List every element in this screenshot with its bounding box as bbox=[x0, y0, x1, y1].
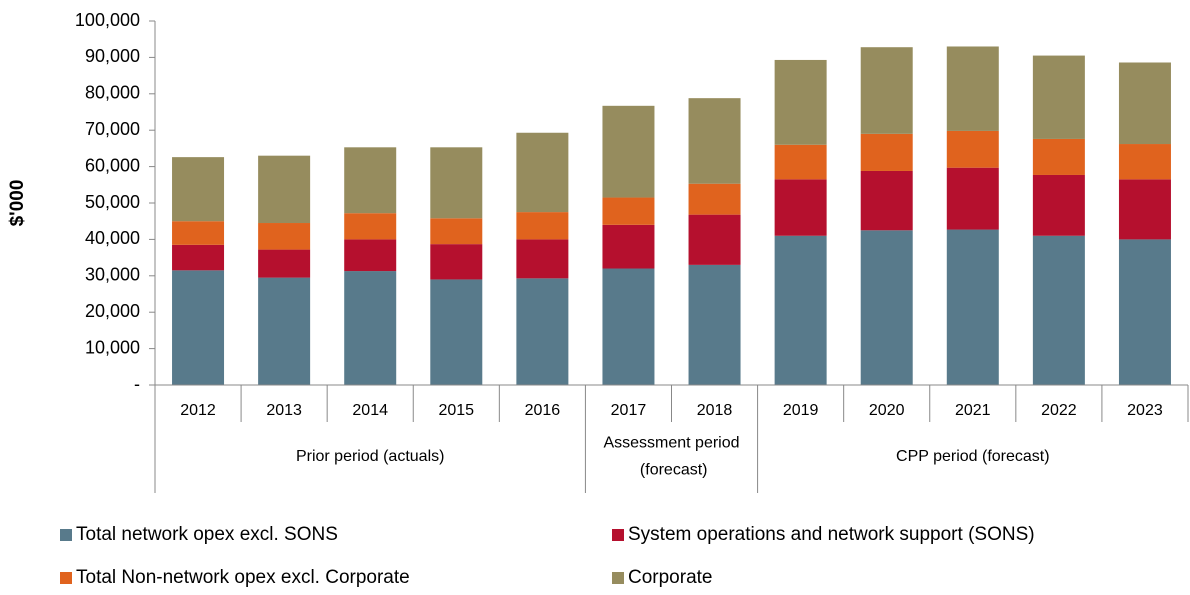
y-tick-label: 50,000 bbox=[85, 192, 140, 212]
bar-segment bbox=[172, 244, 225, 271]
bar-segment bbox=[1032, 138, 1085, 175]
bar-segment bbox=[1032, 235, 1085, 385]
bar-segment bbox=[516, 239, 569, 279]
bar-segment bbox=[1032, 174, 1085, 236]
bar-segment bbox=[774, 235, 827, 385]
legend-label: Corporate bbox=[628, 567, 713, 588]
y-tick-label: 90,000 bbox=[85, 46, 140, 66]
bar-segment bbox=[1118, 62, 1171, 145]
bar-segment bbox=[516, 212, 569, 240]
bar-segment bbox=[688, 264, 741, 385]
x-tick-label: 2021 bbox=[955, 402, 991, 419]
bar-segment bbox=[860, 133, 913, 171]
bar-segment bbox=[258, 277, 311, 385]
legend-label: System operations and network support (S… bbox=[628, 524, 1035, 545]
x-tick-label: 2015 bbox=[438, 402, 474, 419]
bar-segment bbox=[430, 279, 483, 385]
legend-label: Total Non-network opex excl. Corporate bbox=[76, 567, 410, 588]
bar-segment bbox=[946, 130, 999, 168]
bar-segment bbox=[946, 46, 999, 131]
bar-segment bbox=[602, 224, 655, 269]
y-tick-label: 60,000 bbox=[85, 155, 140, 175]
bar-segment bbox=[430, 244, 483, 280]
bar-segment bbox=[1118, 144, 1171, 180]
bar-segment bbox=[774, 59, 827, 145]
bar-segment bbox=[860, 230, 913, 385]
y-tick-label: 20,000 bbox=[85, 301, 140, 321]
bar-segment bbox=[860, 47, 913, 134]
group-label: Assessment period (forecast) bbox=[603, 435, 739, 479]
bar-segment bbox=[258, 155, 311, 224]
bar-segment bbox=[688, 98, 741, 184]
legend-swatch bbox=[612, 572, 624, 584]
bar-segment bbox=[860, 170, 913, 231]
x-tick-label: 2020 bbox=[869, 402, 905, 419]
bar-segment bbox=[516, 278, 569, 385]
y-tick-label: 70,000 bbox=[85, 119, 140, 139]
bar-segment bbox=[602, 197, 655, 225]
bar-segment bbox=[344, 147, 397, 214]
bar-segment bbox=[344, 239, 397, 272]
bar-segment bbox=[172, 157, 225, 222]
bar-segment bbox=[258, 249, 311, 278]
legend-swatch bbox=[60, 572, 72, 584]
legend-swatch bbox=[60, 529, 72, 541]
x-tick-label: 2018 bbox=[697, 402, 733, 419]
bar-segment bbox=[1118, 179, 1171, 240]
y-tick-label: 40,000 bbox=[85, 228, 140, 248]
legend-label: Total network opex excl. SONS bbox=[76, 524, 338, 545]
y-tick-label: 80,000 bbox=[85, 83, 140, 103]
group-label: CPP period (forecast) bbox=[896, 448, 1050, 465]
bar-segment bbox=[344, 213, 397, 240]
x-tick-label: 2023 bbox=[1127, 402, 1163, 419]
bar-segment bbox=[946, 229, 999, 385]
bar-segment bbox=[602, 268, 655, 385]
bar-segment bbox=[430, 147, 483, 219]
group-label: Prior period (actuals) bbox=[296, 448, 445, 465]
y-tick-label: 10,000 bbox=[85, 337, 140, 357]
x-tick-label: 2022 bbox=[1041, 402, 1077, 419]
x-tick-label: 2017 bbox=[611, 402, 647, 419]
x-tick-label: 2014 bbox=[352, 402, 388, 419]
bar-segment bbox=[946, 167, 999, 230]
bar-segment bbox=[172, 270, 225, 385]
y-tick-label: 30,000 bbox=[85, 265, 140, 285]
bar-segment bbox=[1032, 55, 1085, 139]
bar-segment bbox=[344, 271, 397, 385]
bar-segment bbox=[258, 223, 311, 250]
y-tick-label: 100,000 bbox=[75, 10, 140, 30]
x-tick-label: 2019 bbox=[783, 402, 819, 419]
bar-segment bbox=[774, 179, 827, 236]
bar-segment bbox=[774, 144, 827, 180]
y-axis-title: $'000 bbox=[7, 180, 28, 227]
x-tick-label: 2013 bbox=[266, 402, 302, 419]
bar-segment bbox=[172, 221, 225, 245]
y-tick-label: - bbox=[134, 374, 140, 394]
bar-segment bbox=[688, 214, 741, 265]
bar-segment bbox=[1118, 239, 1171, 385]
x-tick-label: 2012 bbox=[180, 402, 216, 419]
bar-segment bbox=[516, 132, 569, 213]
bar-segment bbox=[688, 183, 741, 215]
bar-segment bbox=[430, 218, 483, 245]
legend-swatch bbox=[612, 529, 624, 541]
x-tick-label: 2016 bbox=[525, 402, 561, 419]
bar-segment bbox=[602, 105, 655, 198]
